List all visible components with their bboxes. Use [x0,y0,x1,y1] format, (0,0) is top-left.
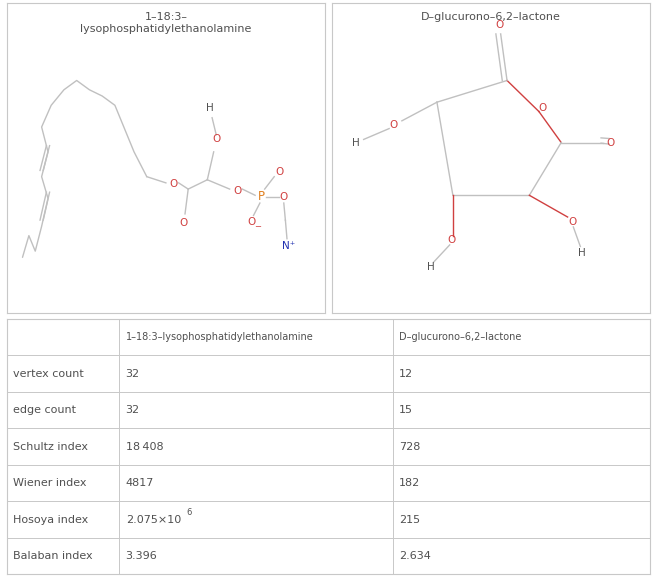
Text: 18 408: 18 408 [125,441,164,452]
Text: 6: 6 [187,509,193,517]
Text: O: O [390,121,398,130]
Text: O: O [568,217,576,227]
Text: H: H [206,103,214,114]
Text: O: O [212,135,220,144]
Text: O: O [248,217,256,227]
Text: 2.075×10: 2.075×10 [125,514,181,524]
Text: vertex count: vertex count [13,369,83,379]
Text: 215: 215 [399,514,420,524]
Text: 15: 15 [399,405,413,415]
Text: 728: 728 [399,441,420,452]
Text: Hosoya index: Hosoya index [13,514,88,524]
Text: O: O [275,167,283,177]
Text: 182: 182 [399,478,420,488]
Text: H: H [351,137,359,147]
Text: Wiener index: Wiener index [13,478,87,488]
Text: O: O [447,235,455,245]
Text: −: − [254,223,261,231]
Text: 4817: 4817 [125,478,154,488]
Text: 1–18:3–
lysophosphatidylethanolamine: 1–18:3– lysophosphatidylethanolamine [80,12,252,34]
Text: O: O [606,137,615,147]
Text: 12: 12 [399,369,413,379]
Text: O: O [179,218,187,228]
Text: P: P [258,190,265,204]
Text: 3.396: 3.396 [125,551,158,561]
Text: D–glucurono–6,2–lactone: D–glucurono–6,2–lactone [399,332,522,342]
Text: 32: 32 [125,369,140,379]
Text: N⁺: N⁺ [282,241,295,252]
Text: 2.634: 2.634 [399,551,431,561]
Text: O: O [538,103,546,114]
Text: 32: 32 [125,405,140,415]
Text: O: O [233,186,242,195]
Text: D–glucurono–6,2–lactone: D–glucurono–6,2–lactone [421,12,561,22]
Text: 1–18:3–lysophosphatidylethanolamine: 1–18:3–lysophosphatidylethanolamine [125,332,313,342]
Text: H: H [426,262,434,272]
Text: O: O [495,20,503,30]
Text: O: O [280,192,288,202]
Text: edge count: edge count [13,405,76,415]
Text: Balaban index: Balaban index [13,551,93,561]
Text: Schultz index: Schultz index [13,441,88,452]
Text: O: O [170,179,178,190]
Text: H: H [578,248,586,258]
